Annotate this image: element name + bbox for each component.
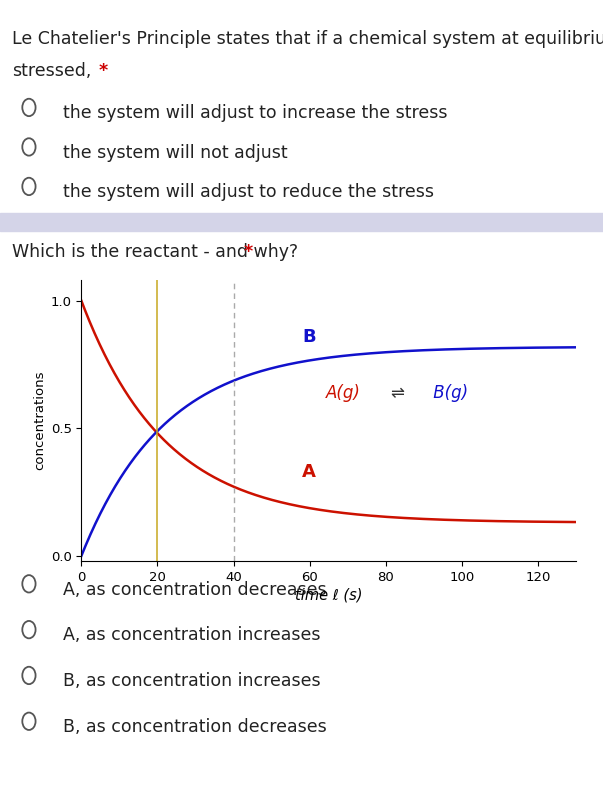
- Text: the system will adjust to increase the stress: the system will adjust to increase the s…: [63, 104, 448, 122]
- Text: Le Chatelier's Principle states that if a chemical system at equilibrium is: Le Chatelier's Principle states that if …: [12, 30, 603, 48]
- Text: B, as concentration increases: B, as concentration increases: [63, 672, 321, 690]
- Text: B(g): B(g): [428, 384, 468, 401]
- Text: ⇌: ⇌: [391, 384, 405, 401]
- Text: A: A: [302, 463, 316, 481]
- Text: *: *: [93, 62, 109, 80]
- Bar: [0, 213, 603, 231]
- Text: *: *: [238, 243, 253, 261]
- X-axis label: time ℓ (s): time ℓ (s): [295, 588, 362, 603]
- Text: Which is the reactant - and why?: Which is the reactant - and why?: [12, 243, 298, 261]
- Text: A, as concentration decreases: A, as concentration decreases: [63, 581, 327, 599]
- Text: A, as concentration increases: A, as concentration increases: [63, 626, 321, 645]
- Text: the system will adjust to reduce the stress: the system will adjust to reduce the str…: [63, 183, 434, 201]
- Text: A(g): A(g): [326, 384, 366, 401]
- Text: the system will not adjust: the system will not adjust: [63, 144, 288, 162]
- Y-axis label: concentrations: concentrations: [34, 371, 46, 470]
- Text: stressed,: stressed,: [12, 62, 92, 80]
- Text: B, as concentration decreases: B, as concentration decreases: [63, 718, 327, 736]
- Text: B: B: [302, 328, 315, 346]
